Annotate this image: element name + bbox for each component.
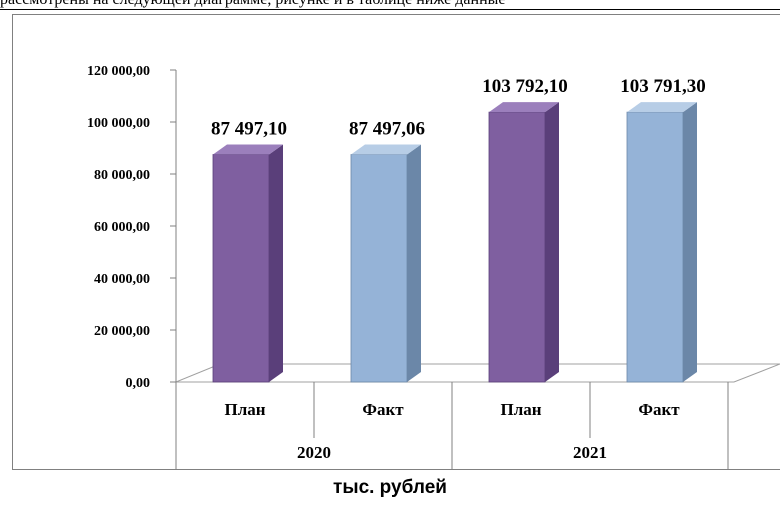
bar-value-label: 87 497,06	[349, 119, 425, 140]
y-tick-label: 20 000,00	[94, 324, 150, 339]
chart-frame	[12, 14, 780, 470]
bar-1	[350, 144, 421, 383]
x-category-label: План	[224, 400, 265, 419]
bar-value-label: 103 792,10	[482, 76, 568, 97]
bar-front	[626, 111, 684, 383]
bar-value-label: 103 791,30	[620, 76, 706, 97]
y-tick-label: 100 000,00	[87, 116, 150, 131]
bar-top	[489, 102, 559, 113]
y-tick-label: 120 000,00	[87, 64, 150, 79]
y-tick-label: 60 000,00	[94, 220, 150, 235]
bar-top	[351, 144, 421, 155]
bar-2	[488, 102, 559, 383]
y-tick-label: 40 000,00	[94, 272, 150, 287]
chart-caption: тыс. рублей	[333, 477, 447, 498]
y-tick-label: 0,00	[126, 376, 151, 391]
page-header-text: рассмотрены на следующей диаграмме, рису…	[0, 0, 780, 10]
bar-side	[269, 144, 283, 382]
bar-top	[627, 102, 697, 113]
x-category-label: Факт	[362, 400, 404, 419]
bar-top	[213, 144, 283, 155]
y-tick-label: 80 000,00	[94, 168, 150, 183]
bar-3	[626, 102, 697, 383]
bar-side	[545, 102, 559, 383]
x-category-label: Факт	[638, 400, 680, 419]
x-group-label: 2020	[297, 443, 331, 462]
bar-front	[212, 154, 270, 383]
bar-side	[683, 102, 697, 383]
bar-value-label: 87 497,10	[211, 119, 287, 140]
bar-0	[212, 144, 283, 383]
bar-side	[407, 144, 421, 382]
bar-front	[488, 111, 546, 383]
x-group-label: 2021	[573, 443, 607, 462]
bar-front	[350, 154, 408, 383]
x-category-label: План	[500, 400, 541, 419]
